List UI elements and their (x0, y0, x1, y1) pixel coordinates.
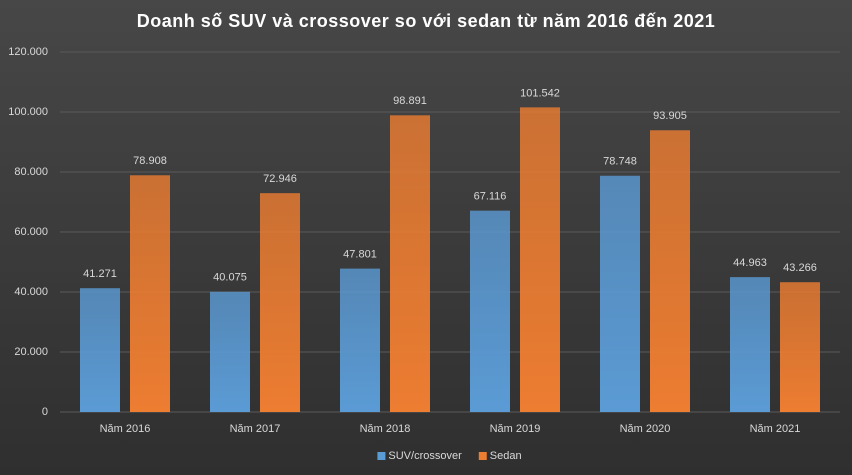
bar (600, 175, 640, 412)
bar (390, 115, 430, 413)
bar (80, 288, 120, 412)
legend-label: Sedan (490, 450, 522, 462)
value-label: 47.801 (343, 249, 377, 261)
y-tick-label: 100.000 (8, 106, 48, 118)
bar (340, 268, 380, 412)
y-tick-label: 80.000 (14, 166, 48, 178)
x-tick-label: Năm 2020 (620, 423, 671, 435)
value-label: 78.908 (133, 155, 167, 167)
legend-label: SUV/crossover (388, 450, 462, 462)
y-tick-label: 20.000 (14, 346, 48, 358)
x-tick-label: Năm 2021 (750, 423, 801, 435)
legend-swatch (377, 452, 386, 460)
x-tick-label: Năm 2016 (100, 423, 151, 435)
x-tick-label: Năm 2017 (230, 423, 281, 435)
value-label: 93.905 (653, 110, 687, 122)
y-tick-label: 60.000 (14, 226, 48, 238)
chart-title: Doanh số SUV và crossover so với sedan t… (137, 11, 716, 31)
value-label: 78.748 (603, 156, 637, 168)
value-label: 67.116 (474, 191, 507, 203)
bar (780, 282, 820, 412)
y-tick-label: 0 (42, 406, 48, 418)
value-label: 101.542 (520, 87, 560, 99)
bar (730, 277, 770, 412)
bar (520, 107, 560, 413)
bar (470, 210, 510, 412)
value-label: 40.075 (213, 272, 247, 284)
value-label: 44.963 (733, 257, 767, 269)
value-label: 43.266 (783, 262, 817, 274)
bar (130, 175, 170, 412)
bar (260, 193, 300, 412)
value-label: 41.271 (83, 268, 117, 280)
y-tick-label: 120.000 (8, 46, 48, 58)
legend-swatch (478, 452, 487, 460)
bar (210, 291, 250, 412)
value-label: 72.946 (263, 173, 297, 185)
y-tick-label: 40.000 (14, 286, 48, 298)
bar (650, 130, 690, 412)
x-tick-label: Năm 2018 (360, 423, 411, 435)
x-tick-label: Năm 2019 (490, 423, 541, 435)
value-label: 98.891 (393, 95, 427, 107)
